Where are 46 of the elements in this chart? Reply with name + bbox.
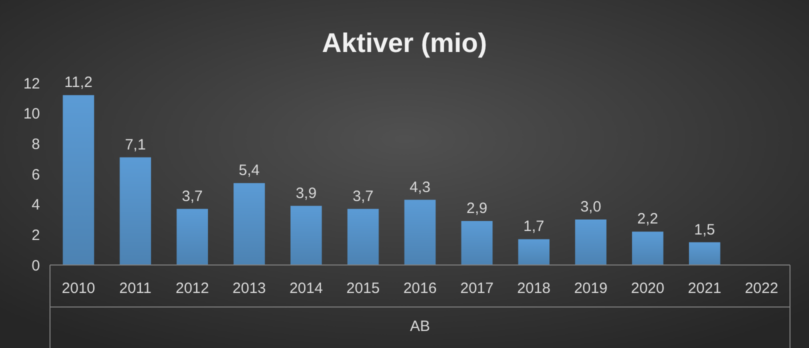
data-label: 3,7 <box>352 188 374 205</box>
data-label: 3,0 <box>580 198 602 216</box>
y-tick-label: 4 <box>32 196 40 214</box>
data-label: 1,5 <box>694 221 716 238</box>
data-label: 2,2 <box>637 210 658 228</box>
bar <box>404 200 436 265</box>
data-label: 1,7 <box>523 218 544 236</box>
bar <box>688 242 720 265</box>
data-label: 4,3 <box>410 178 430 196</box>
y-tick-label: 12 <box>23 75 40 92</box>
data-label: 3,7 <box>182 188 203 205</box>
x-tick-label: 2015 <box>346 280 380 297</box>
chart-title: Aktiver (mio) <box>322 28 488 58</box>
x-tick-label: 2022 <box>744 280 778 297</box>
bar <box>461 221 493 265</box>
y-tick-label: 0 <box>32 257 40 274</box>
x-tick-label: 2018 <box>517 280 551 297</box>
bar <box>518 239 550 265</box>
x-tick-label: 2019 <box>574 280 608 297</box>
x-tick-label: 2014 <box>289 280 323 297</box>
y-tick-label: 8 <box>32 136 40 153</box>
x-tick-label: 2017 <box>460 280 494 297</box>
bar <box>632 232 664 265</box>
data-label: 11,2 <box>64 74 93 92</box>
data-label: 7,1 <box>124 136 146 154</box>
x-tick-label: 2020 <box>631 280 664 297</box>
bar <box>575 220 606 265</box>
data-label: 2,9 <box>466 200 488 218</box>
x-tick-label: 2021 <box>688 280 722 297</box>
bar <box>120 157 152 265</box>
bar <box>347 208 379 265</box>
bar <box>176 208 208 265</box>
y-tick-label: 10 <box>23 106 40 123</box>
x-tick-label: 2010 <box>62 280 96 297</box>
bar <box>234 183 265 265</box>
y-tick-label: 6 <box>32 166 40 184</box>
x-tick-label: 2016 <box>403 280 437 297</box>
x-tick-label: 2011 <box>119 280 152 297</box>
x-tick-label: 2013 <box>232 280 266 297</box>
data-label: 3,9 <box>296 184 317 202</box>
bar <box>62 95 94 265</box>
x-tick-label: 2012 <box>176 280 209 297</box>
bar <box>290 206 322 265</box>
data-label: 5,4 <box>238 162 260 180</box>
x-axis-title: AB <box>410 318 430 335</box>
y-tick-label: 2 <box>32 226 40 244</box>
